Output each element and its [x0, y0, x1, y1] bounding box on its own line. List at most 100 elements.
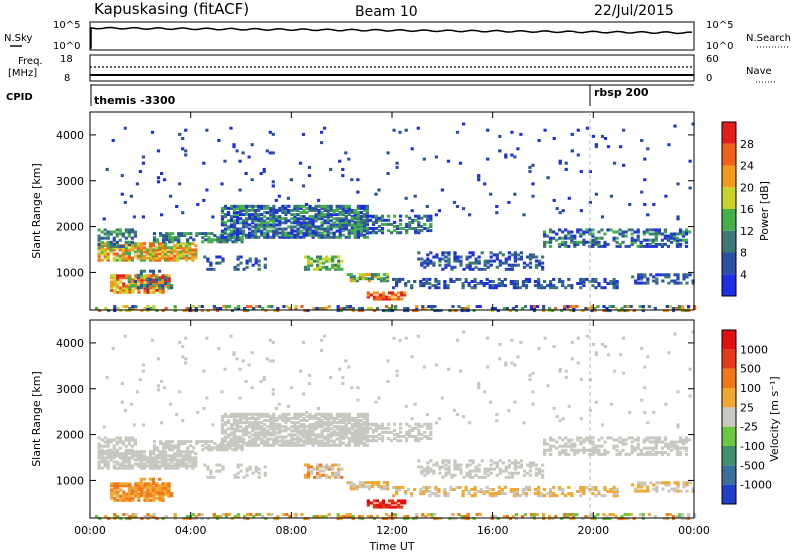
power-cell	[152, 278, 156, 282]
velocity-cell	[278, 427, 282, 431]
power-cell	[223, 204, 228, 208]
velocity-cell	[318, 515, 322, 518]
velocity-cell	[500, 488, 504, 491]
power-cell	[127, 234, 131, 238]
velocity-cell	[254, 443, 258, 447]
velocity-cell	[257, 416, 261, 420]
power-cell	[266, 229, 270, 233]
power-cell	[131, 305, 135, 308]
power-cell	[329, 225, 333, 229]
velocity-cell	[122, 513, 126, 516]
velocity-cell	[628, 411, 632, 414]
velocity-cell	[220, 425, 225, 429]
velocity-cell	[272, 429, 276, 433]
velocity-cell	[675, 440, 680, 444]
velocity-cell	[344, 419, 348, 422]
velocity-cell	[350, 386, 354, 390]
power-cell	[121, 254, 125, 258]
power-cell	[655, 273, 659, 277]
power-cell	[543, 242, 547, 246]
velocity-cell	[417, 424, 421, 428]
velocity-cell	[229, 433, 234, 437]
power-cell	[146, 276, 150, 280]
power-cell	[582, 232, 586, 236]
velocity-cell	[394, 501, 398, 505]
power-cell	[585, 240, 589, 244]
velocity-cell	[608, 517, 612, 521]
velocity-cell	[334, 473, 338, 477]
velocity-cell	[148, 464, 153, 468]
power-cell	[356, 222, 360, 226]
velocity-cell	[320, 421, 324, 425]
power-cell	[186, 240, 190, 244]
velocity-cell	[206, 517, 210, 521]
velocity-cell	[130, 466, 134, 470]
velocity-cell	[169, 402, 173, 406]
power-cell	[606, 228, 610, 232]
power-cell	[318, 307, 322, 310]
velocity-cell	[127, 483, 131, 487]
power-cell	[293, 221, 297, 225]
power-cell	[158, 277, 162, 281]
velocity-cell	[183, 440, 187, 444]
power-cell	[669, 234, 673, 238]
velocity-cell	[576, 436, 580, 440]
power-cell	[151, 252, 156, 256]
power-cell	[137, 290, 141, 294]
power-cell	[492, 253, 496, 257]
power-cell	[620, 309, 624, 313]
velocity-cell	[322, 473, 326, 477]
power-cell	[125, 290, 129, 294]
velocity-cell	[585, 436, 589, 440]
power-cell	[423, 265, 427, 269]
velocity-cell	[479, 490, 483, 493]
velocity-cell	[590, 513, 594, 516]
velocity-cell	[466, 517, 470, 521]
velocity-cell	[113, 484, 117, 488]
velocity-cell	[262, 378, 266, 381]
power-cell	[386, 172, 390, 175]
velocity-cell	[660, 446, 664, 450]
velocity-cell	[137, 498, 141, 502]
power-cell	[266, 217, 270, 221]
velocity-cell	[170, 494, 174, 498]
power-cell	[390, 222, 394, 226]
power-cell	[110, 274, 114, 278]
power-cell	[561, 236, 565, 240]
velocity-cell	[432, 471, 436, 475]
velocity-cell	[555, 415, 559, 419]
power-cell	[359, 231, 363, 235]
power-cell	[311, 231, 315, 235]
power-cell	[516, 263, 520, 267]
velocity-cell	[528, 463, 533, 467]
velocity-cell	[308, 416, 312, 420]
velocity-cell	[406, 515, 410, 518]
power-cell	[164, 307, 168, 310]
velocity-cell	[423, 473, 427, 477]
velocity-cell	[465, 471, 469, 475]
power-cell	[351, 309, 355, 313]
velocity-cell	[467, 492, 471, 496]
power-cell	[528, 255, 533, 259]
velocity-cell	[394, 513, 398, 516]
power-cell	[287, 225, 291, 229]
velocity-cell	[474, 473, 478, 477]
velocity-cell	[395, 488, 399, 491]
power-cell	[453, 255, 457, 259]
velocity-cell	[131, 486, 135, 490]
power-cell	[350, 215, 354, 219]
power-cell	[131, 290, 135, 294]
power-cell	[133, 280, 137, 283]
velocity-cell	[154, 458, 159, 462]
velocity-cell	[419, 488, 423, 491]
power-cell	[254, 229, 258, 233]
velocity-cell	[119, 482, 123, 486]
velocity-cell	[377, 396, 381, 400]
power-cell	[226, 225, 231, 229]
velocity-cell	[666, 442, 670, 446]
velocity-cell	[654, 442, 658, 446]
velocity-cell	[133, 438, 137, 442]
velocity-cell	[573, 442, 577, 446]
velocity-cell	[139, 462, 143, 466]
velocity-cell	[137, 492, 141, 496]
